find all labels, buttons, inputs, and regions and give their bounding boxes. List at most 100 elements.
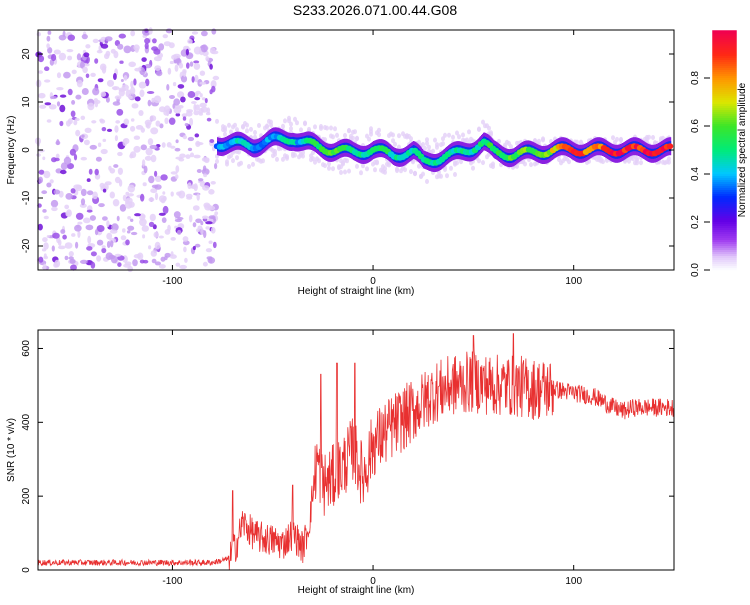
colorbar-segment [712, 80, 737, 83]
trace-halo [421, 142, 425, 147]
noise-blob [118, 179, 123, 187]
trace-halo [537, 138, 541, 144]
noise-blob [71, 100, 76, 105]
noise-blob [204, 98, 208, 104]
noise-blob [94, 229, 99, 236]
noise-blob [209, 47, 216, 54]
noise-blob [64, 204, 70, 210]
trace-halo [449, 165, 453, 171]
noise-blob [189, 152, 195, 158]
trace-halo [287, 115, 291, 121]
noise-blob [190, 184, 197, 190]
x-tick-label: 100 [565, 276, 582, 287]
colorbar-segment [712, 98, 737, 101]
trace-halo [289, 121, 293, 127]
trace-halo [391, 138, 395, 144]
trace-halo [245, 128, 249, 134]
colorbar-segment [712, 134, 737, 137]
noise-blob [116, 108, 124, 116]
noise-blob [148, 175, 155, 184]
noise-blob [86, 246, 93, 251]
trace-halo [639, 160, 643, 166]
trace-halo [441, 141, 445, 147]
noise-blob [150, 127, 159, 135]
trace-halo [257, 123, 261, 128]
noise-blob [147, 138, 154, 146]
noise-blob [193, 110, 200, 116]
noise-blob [170, 171, 178, 175]
trace-halo [435, 144, 439, 150]
noise-blob [205, 248, 212, 253]
noise-blob [198, 178, 204, 182]
noise-blob [56, 87, 64, 91]
noise-blob [170, 145, 176, 149]
noise-blob [160, 197, 166, 204]
noise-blob [75, 212, 84, 220]
noise-blob [203, 173, 208, 178]
noise-blob [189, 61, 194, 67]
colorbar-segment [712, 242, 737, 245]
noise-blob [125, 239, 130, 246]
noise-blob [179, 153, 186, 159]
trace-halo [341, 161, 345, 167]
trace-halo [301, 153, 305, 159]
noise-blob [67, 34, 76, 41]
noise-blob [158, 264, 166, 269]
trace-halo [461, 132, 465, 138]
trace-halo [369, 129, 373, 134]
noise-blob [138, 81, 147, 89]
noise-blob [162, 34, 168, 39]
colorbar-segment [712, 96, 737, 99]
noise-blob [38, 92, 46, 99]
noise-blob [43, 255, 49, 260]
noise-blob [203, 230, 207, 239]
noise-blob [46, 182, 52, 188]
trace-halo [425, 140, 429, 146]
noise-blob [150, 250, 157, 257]
noise-blob [80, 156, 88, 161]
noise-blob [154, 65, 162, 71]
noise-blob [168, 42, 175, 49]
trace-halo [619, 136, 623, 142]
noise-blob [120, 235, 127, 241]
noise-blob [117, 262, 122, 267]
trace-halo [261, 158, 265, 164]
noise-blob [156, 70, 163, 77]
colorbar-segment [712, 170, 737, 173]
noise-blob [74, 224, 82, 232]
x-tick-label: -100 [162, 276, 182, 287]
noise-blob [94, 58, 99, 64]
colorbar-segment [712, 58, 737, 61]
colorbar-segment [712, 144, 737, 147]
noise-blob [153, 48, 161, 55]
colorbar-segment [712, 192, 737, 195]
noise-blob [144, 28, 149, 33]
noise-blob [96, 49, 103, 54]
noise-blob [137, 252, 144, 261]
trace-halo [323, 137, 327, 143]
noise-blob [84, 127, 92, 133]
colorbar-segment [712, 254, 737, 257]
noise-blob [66, 163, 74, 170]
trace-halo [265, 123, 269, 129]
colorbar-segment [712, 90, 737, 93]
trace-halo [477, 126, 481, 132]
noise-blob [206, 256, 213, 260]
trace-halo [345, 158, 349, 164]
noise-blob [38, 169, 45, 175]
noise-blob [81, 134, 85, 138]
trace-halo [347, 128, 351, 134]
trace-halo [427, 144, 431, 150]
noise-blob [210, 181, 216, 185]
trace-halo [451, 134, 455, 140]
noise-blob [56, 101, 61, 107]
noise-blob [133, 44, 140, 51]
noise-blob [39, 104, 47, 109]
noise-blob [123, 45, 132, 54]
colorbar-segment [712, 108, 737, 111]
trace-halo [289, 126, 293, 132]
colorbar-segment [712, 222, 737, 225]
noise-blob [44, 79, 51, 83]
noise-blob [182, 236, 189, 242]
colorbar-segment [712, 218, 737, 221]
